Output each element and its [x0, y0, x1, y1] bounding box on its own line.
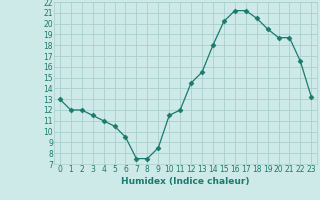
- X-axis label: Humidex (Indice chaleur): Humidex (Indice chaleur): [121, 177, 250, 186]
